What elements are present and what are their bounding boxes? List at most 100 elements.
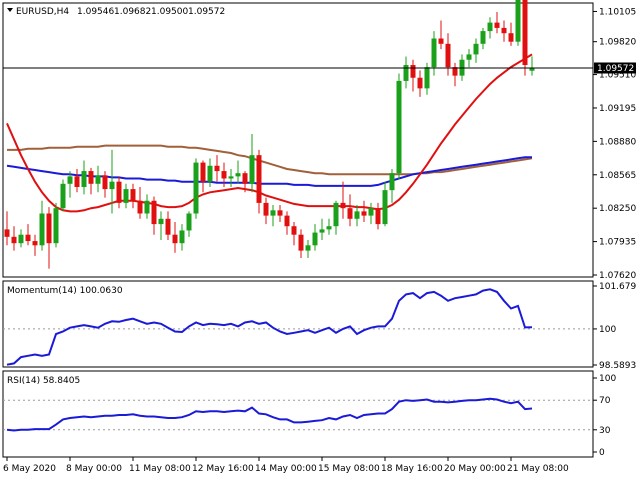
- high-value: 1.09682: [114, 7, 151, 17]
- time-tick-label: 12 May 16:00: [192, 464, 254, 474]
- time-tick-label: 8 May 00:00: [66, 464, 122, 474]
- candle: [403, 56, 409, 89]
- candle: [221, 162, 227, 187]
- price-tick-label: 1.08880: [599, 137, 636, 147]
- candle: [410, 59, 416, 92]
- price-tick-label: 1.09195: [599, 104, 636, 114]
- candle: [515, 0, 521, 46]
- price-tick-label: 1.10105: [599, 7, 636, 17]
- price-axis: 1.10105 1.09820 1.09510 1.09195 1.08880 1.085…: [593, 7, 636, 281]
- candle: [158, 211, 164, 241]
- price-tick-label: 1.09510: [599, 71, 636, 81]
- candle: [165, 211, 171, 241]
- candle-body: [172, 234, 178, 244]
- candles: [4, 0, 535, 269]
- candle: [326, 218, 332, 235]
- time-tick-label: 6 May 2020: [3, 464, 56, 474]
- candle: [473, 38, 479, 63]
- candle: [291, 221, 297, 246]
- candle: [501, 20, 507, 42]
- candle-body: [144, 200, 150, 214]
- open-value: 1.09546: [77, 7, 114, 17]
- candle-body: [508, 33, 514, 42]
- rsi-tick-label: 30: [599, 426, 611, 436]
- candle-body: [361, 211, 367, 216]
- candle-body: [102, 175, 108, 190]
- candle-body: [18, 234, 24, 244]
- candle: [67, 171, 73, 198]
- candle-body: [431, 38, 437, 68]
- candle-body: [186, 213, 192, 231]
- candle-body: [130, 189, 136, 201]
- candle: [382, 181, 388, 227]
- rsi-tick-label: 0: [599, 448, 605, 458]
- candle: [123, 183, 129, 209]
- rsi-label: RSI(14) 58.8405: [7, 376, 80, 386]
- candle-body: [214, 165, 220, 172]
- candle: [214, 155, 220, 182]
- candle-body: [522, 0, 528, 66]
- rsi-line: [6, 397, 533, 432]
- candle: [200, 160, 206, 193]
- candle-body: [74, 176, 80, 187]
- candle: [445, 33, 451, 76]
- candle-body: [354, 211, 360, 219]
- candle-body: [501, 27, 507, 34]
- candle: [298, 229, 304, 259]
- candle-body: [67, 176, 73, 184]
- close-value: 1.09572: [188, 7, 225, 17]
- candle: [354, 205, 360, 227]
- collapse-triangle-icon[interactable]: [7, 8, 13, 12]
- candle-body: [368, 208, 374, 216]
- candle: [102, 171, 108, 198]
- candle-body: [403, 65, 409, 81]
- candle: [305, 240, 311, 259]
- candle: [46, 207, 52, 269]
- candle: [130, 183, 136, 209]
- candle: [74, 168, 80, 193]
- candle-body: [284, 215, 290, 227]
- candle: [368, 202, 374, 225]
- price-tick-label: 1.08565: [599, 171, 636, 181]
- momentum-tick-label: 98.5893: [599, 361, 636, 371]
- candle-body: [81, 171, 87, 187]
- candle-body: [487, 22, 493, 32]
- candle-body: [88, 171, 94, 184]
- candle: [333, 200, 339, 235]
- rsi-panel-frame: [2, 370, 594, 458]
- candle-body: [200, 162, 206, 182]
- candle-body: [32, 241, 38, 246]
- momentum-line: [6, 288, 533, 366]
- price-tick-label: 1.08250: [599, 204, 636, 214]
- candle-body: [11, 236, 17, 244]
- candle: [438, 20, 444, 50]
- candle-body: [333, 202, 339, 227]
- candle-body: [207, 165, 213, 182]
- moving-averages: [6, 53, 533, 213]
- time-tick-label: 18 May 16:00: [381, 464, 443, 474]
- candle: [277, 205, 283, 222]
- candle: [39, 200, 45, 251]
- candle-body: [256, 155, 262, 203]
- candle: [389, 168, 395, 203]
- candle: [256, 149, 262, 214]
- time-tick-label: 20 May 00:00: [444, 464, 506, 474]
- candle: [116, 176, 122, 209]
- price-tick-label: 1.07935: [599, 238, 636, 248]
- candle: [88, 167, 94, 195]
- candle: [508, 22, 514, 46]
- ma-mid-line: [6, 156, 532, 187]
- candle: [81, 160, 87, 195]
- candle: [466, 49, 472, 68]
- candle: [60, 179, 66, 212]
- candle-body: [179, 230, 185, 244]
- candle: [235, 160, 241, 184]
- candle: [186, 211, 192, 237]
- ma-fast-line: [6, 53, 533, 213]
- time-axis: 6 May 2020 8 May 00:00 11 May 08:00 12 May …: [3, 457, 569, 474]
- candle-body: [263, 202, 269, 216]
- candle: [151, 196, 157, 235]
- candle-body: [109, 181, 115, 190]
- candle-body: [375, 208, 381, 225]
- price-tick-label: 1.07620: [599, 271, 636, 281]
